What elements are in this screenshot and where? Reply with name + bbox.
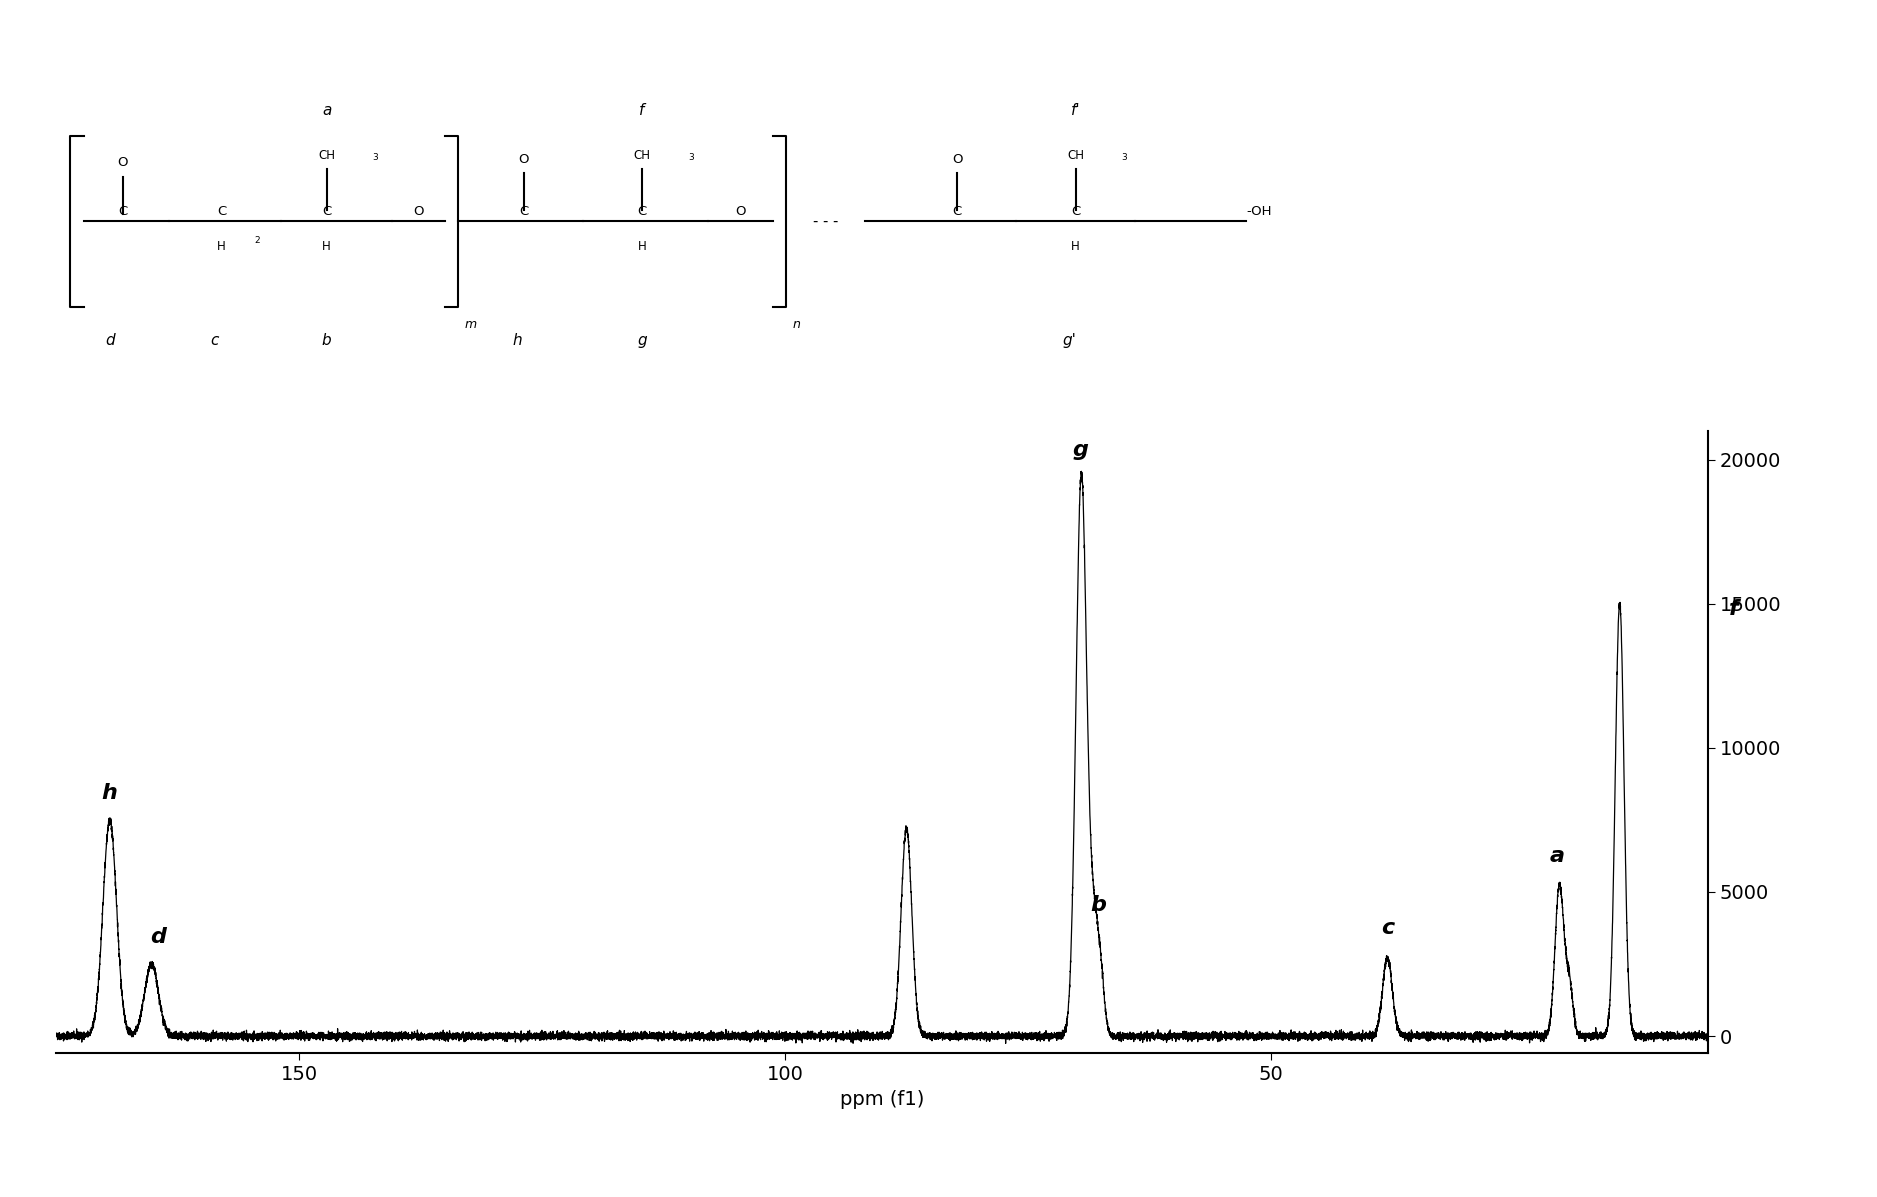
Text: CH: CH <box>633 150 651 162</box>
Text: f: f <box>640 103 644 117</box>
Text: O: O <box>413 205 424 218</box>
Text: c: c <box>210 333 220 348</box>
Text: C: C <box>520 205 527 218</box>
Text: C: C <box>218 205 225 218</box>
Text: 3: 3 <box>687 153 694 162</box>
Text: 2: 2 <box>255 236 259 245</box>
Text: 3: 3 <box>1122 153 1128 162</box>
Text: O: O <box>736 205 745 218</box>
Text: a: a <box>1550 846 1565 867</box>
Text: O: O <box>518 153 529 166</box>
Text: O: O <box>952 153 963 166</box>
Text: a: a <box>323 103 330 117</box>
Text: -OH: -OH <box>1246 205 1273 218</box>
Text: n: n <box>792 318 801 330</box>
Text: H: H <box>638 241 646 253</box>
Text: 3: 3 <box>372 153 379 162</box>
Text: C: C <box>118 205 128 218</box>
Text: m: m <box>465 318 477 330</box>
Text: d: d <box>105 333 114 348</box>
Text: f: f <box>1729 598 1738 619</box>
Text: C: C <box>954 205 961 218</box>
Text: H: H <box>218 241 225 253</box>
Text: H: H <box>1072 241 1079 253</box>
Text: g: g <box>1072 439 1089 460</box>
Text: b: b <box>321 333 332 348</box>
Text: - - -: - - - <box>813 214 839 229</box>
Text: f': f' <box>1070 103 1081 117</box>
Text: CH: CH <box>317 150 336 162</box>
Text: H: H <box>323 241 330 253</box>
Text: h: h <box>512 333 522 348</box>
Text: b: b <box>1091 895 1106 915</box>
Text: O: O <box>118 157 128 170</box>
Text: g: g <box>636 333 648 348</box>
Text: CH: CH <box>1066 150 1085 162</box>
Text: C: C <box>638 205 646 218</box>
Text: C: C <box>323 205 330 218</box>
Text: C: C <box>1072 205 1079 218</box>
Text: d: d <box>150 926 167 947</box>
Text: h: h <box>101 783 118 803</box>
Text: c: c <box>1381 918 1395 938</box>
X-axis label: ppm (f1): ppm (f1) <box>841 1089 923 1108</box>
Text: g': g' <box>1062 333 1076 348</box>
